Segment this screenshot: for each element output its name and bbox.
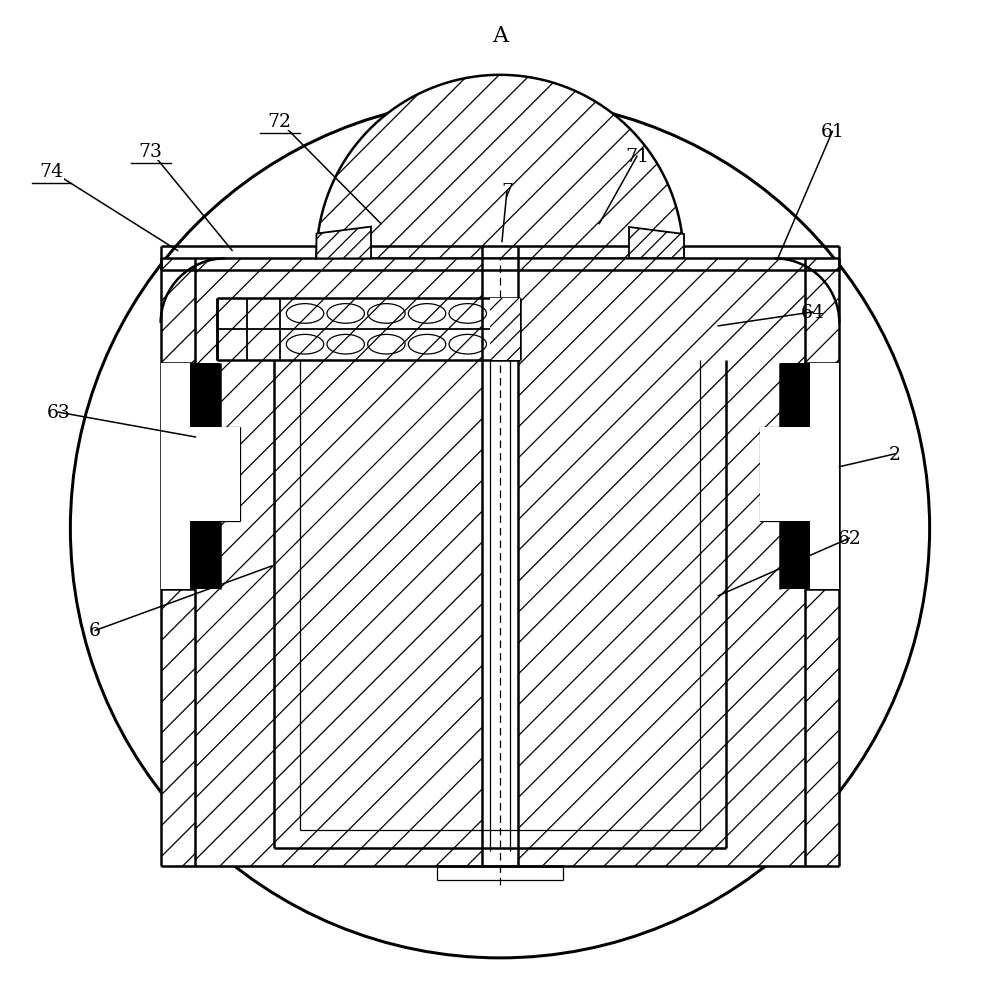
Polygon shape <box>161 259 195 866</box>
Polygon shape <box>490 299 520 360</box>
Text: 74: 74 <box>40 163 64 181</box>
Text: 73: 73 <box>139 143 163 161</box>
Circle shape <box>70 99 930 958</box>
Text: 6: 6 <box>89 622 101 640</box>
Text: 63: 63 <box>47 404 70 421</box>
Bar <box>810 363 839 589</box>
Polygon shape <box>316 228 371 259</box>
Text: A: A <box>492 25 508 47</box>
Polygon shape <box>518 259 805 866</box>
Text: 64: 64 <box>801 303 824 322</box>
Bar <box>780 363 810 589</box>
Bar <box>760 427 810 522</box>
Text: 71: 71 <box>625 148 649 166</box>
Text: 61: 61 <box>821 123 844 141</box>
Text: 62: 62 <box>837 530 861 548</box>
Bar <box>161 363 190 589</box>
Text: 2: 2 <box>889 445 901 463</box>
Bar <box>190 427 240 522</box>
Polygon shape <box>195 259 482 866</box>
Text: 7: 7 <box>501 183 513 201</box>
Bar <box>190 363 220 589</box>
Polygon shape <box>316 76 684 259</box>
Text: 72: 72 <box>268 113 292 131</box>
Polygon shape <box>629 228 684 259</box>
Polygon shape <box>805 259 839 866</box>
